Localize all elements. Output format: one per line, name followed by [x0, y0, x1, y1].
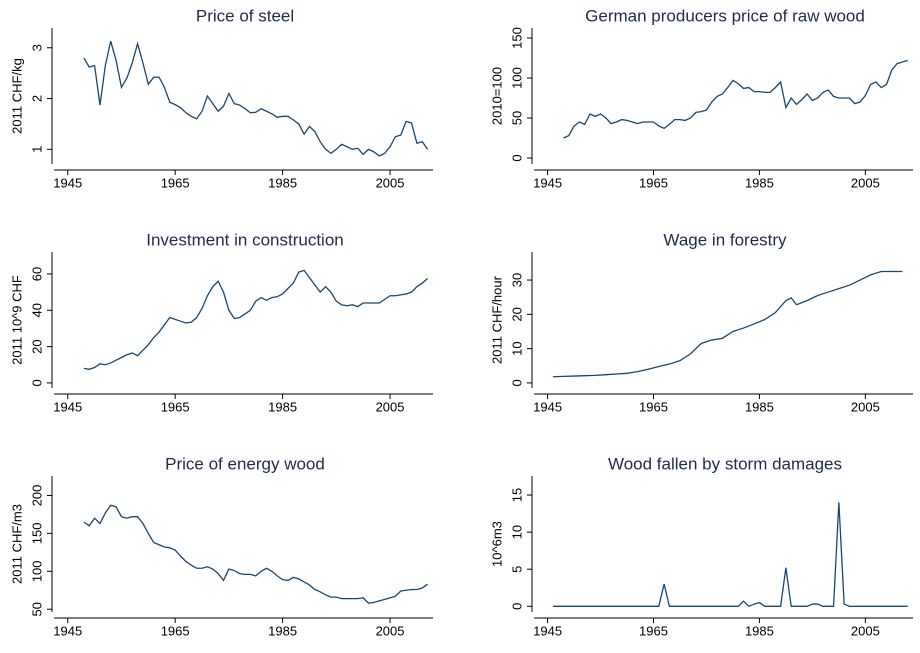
x-tick-label: 1965 — [639, 399, 668, 414]
x-tick-label: 1985 — [268, 399, 297, 414]
y-axis-title: 2011 10^9 CHF — [9, 275, 24, 365]
x-tick-label: 1945 — [533, 399, 562, 414]
y-axis-title: 2011 CHF/kg — [9, 58, 24, 134]
x-tick-label: 1985 — [745, 399, 774, 414]
x-tick-label: 1945 — [533, 623, 562, 638]
data-line — [83, 40, 429, 157]
y-tick-label: 0 — [509, 379, 524, 386]
y-tick-label: 2 — [29, 95, 44, 102]
y-tick-label: 100 — [29, 560, 44, 582]
y-tick-label: 50 — [29, 602, 44, 616]
x-tick-label: 1985 — [745, 175, 774, 190]
y-tick-label: 10 — [509, 341, 524, 355]
data-line — [83, 504, 429, 604]
y-tick-label: 0 — [509, 603, 524, 610]
data-line — [552, 270, 903, 378]
x-tick-label: 2005 — [851, 399, 880, 414]
y-tick-label: 30 — [509, 273, 524, 287]
y-tick-label: 0 — [29, 379, 44, 386]
y-tick-label: 150 — [509, 27, 524, 49]
y-tick-label: 20 — [509, 307, 524, 321]
x-tick-label: 2005 — [376, 399, 405, 414]
panel-title: Wage in forestry — [663, 230, 787, 249]
x-tick-label: 1985 — [268, 623, 297, 638]
y-axis-title: 2011 CHF/hour — [489, 275, 504, 364]
y-tick-label: 10 — [509, 525, 524, 539]
x-tick-label: 1965 — [161, 399, 190, 414]
panel-title: Price of steel — [196, 6, 294, 25]
x-tick-label: 1945 — [53, 623, 82, 638]
x-tick-label: 2005 — [376, 623, 405, 638]
y-tick-label: 60 — [29, 267, 44, 281]
y-tick-label: 20 — [29, 339, 44, 353]
x-tick-label: 1945 — [53, 175, 82, 190]
x-tick-label: 1945 — [533, 175, 562, 190]
y-tick-label: 15 — [509, 488, 524, 502]
y-tick-label: 1 — [29, 146, 44, 153]
y-axis-title: 2011 CHF/m3 — [9, 504, 24, 584]
y-tick-label: 50 — [509, 111, 524, 125]
x-tick-label: 1965 — [639, 623, 668, 638]
data-line — [563, 59, 908, 139]
data-line — [83, 269, 429, 370]
panel-title: German producers price of raw wood — [585, 6, 865, 25]
panel-title: Investment in construction — [146, 230, 343, 249]
x-tick-label: 1945 — [53, 399, 82, 414]
y-tick-label: 0 — [509, 154, 524, 161]
x-tick-label: 2005 — [851, 623, 880, 638]
panel-title: Wood fallen by storm damages — [608, 454, 842, 473]
x-tick-label: 1985 — [745, 623, 774, 638]
data-line — [552, 502, 908, 608]
y-tick-label: 40 — [29, 303, 44, 317]
x-tick-label: 1985 — [268, 175, 297, 190]
y-axis-title: 2010=100 — [489, 67, 504, 125]
panel-title: Price of energy wood — [165, 454, 325, 473]
x-tick-label: 1965 — [161, 623, 190, 638]
x-tick-label: 2005 — [851, 175, 880, 190]
y-axis-title: 10^6m3 — [489, 521, 504, 567]
x-tick-label: 1965 — [639, 175, 668, 190]
x-tick-label: 1965 — [161, 175, 190, 190]
y-tick-label: 100 — [509, 67, 524, 89]
y-tick-label: 5 — [509, 566, 524, 573]
x-tick-label: 2005 — [376, 175, 405, 190]
y-tick-label: 150 — [29, 523, 44, 545]
y-tick-label: 3 — [29, 44, 44, 51]
y-tick-label: 200 — [29, 485, 44, 507]
